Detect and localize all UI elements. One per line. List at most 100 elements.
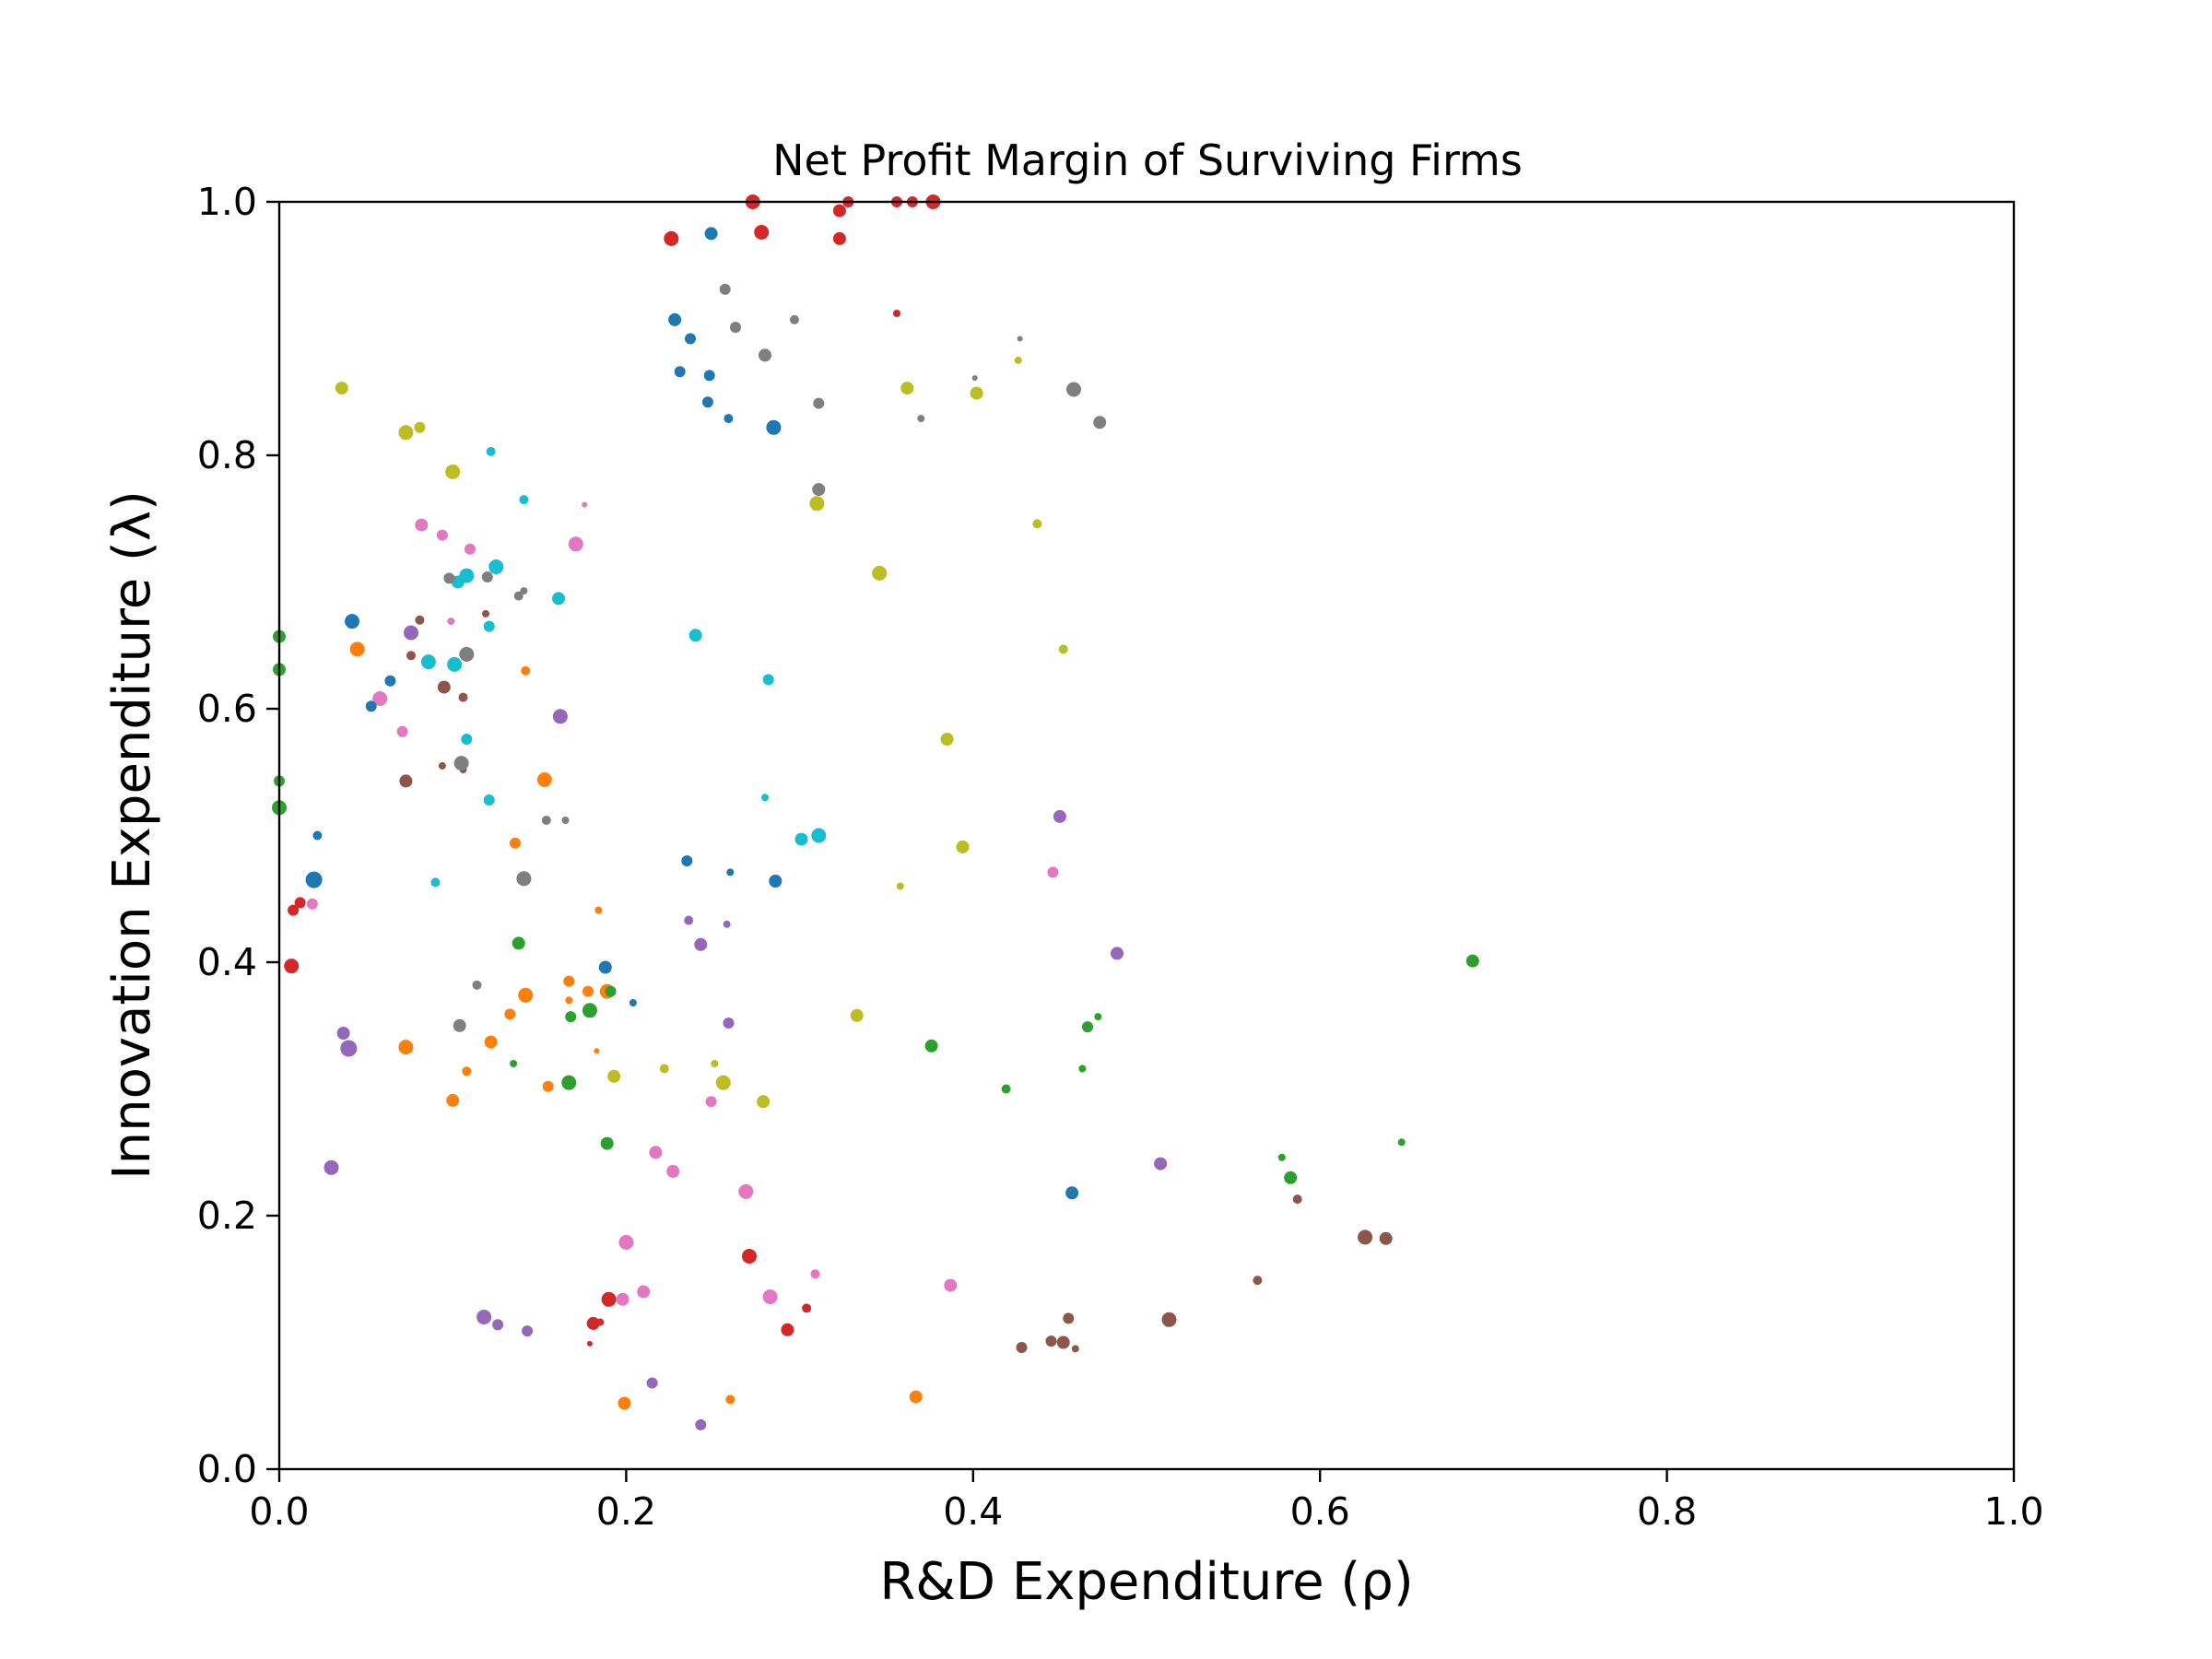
scatter-point-46 (711, 1060, 719, 1067)
scatter-point-136 (1465, 954, 1479, 968)
x-tick-label-0: 0.0 (249, 1489, 309, 1534)
y-axis-label: Innovation Expenditure (λ) (102, 490, 162, 1180)
scatter-point-48 (757, 1095, 771, 1109)
scatter-point-66 (415, 518, 429, 532)
scatter-point-183 (520, 587, 528, 595)
scatter-point-147 (552, 709, 568, 724)
y-tick-label-3: 0.6 (197, 687, 257, 731)
scatter-point-112 (542, 1080, 554, 1092)
scatter-point-179 (1056, 1335, 1070, 1349)
scatter-point-152 (1111, 947, 1124, 960)
y-tick-label-0: 0.0 (197, 1447, 257, 1491)
scatter-point-174 (1253, 1276, 1263, 1286)
scatter-point-113 (446, 1093, 460, 1107)
scatter-point-73 (396, 725, 408, 737)
x-tick-label-5: 1.0 (1983, 1489, 2043, 1534)
scatter-point-31 (970, 386, 983, 400)
scatter-point-32 (1014, 356, 1022, 364)
scatter-point-63 (794, 832, 808, 846)
scatter-point-111 (462, 1066, 472, 1077)
scatter-point-12 (685, 333, 696, 345)
scatter-point-158 (477, 1310, 492, 1324)
scatter-point-137 (288, 904, 300, 916)
scatter-point-23 (917, 415, 925, 423)
scatter-point-62 (761, 794, 769, 802)
scatter-point-79 (618, 1234, 634, 1250)
scatter-point-84 (944, 1278, 958, 1292)
scatter-point-33 (1032, 519, 1042, 529)
scatter-point-96 (1065, 1186, 1079, 1200)
scatter-point-56 (420, 654, 436, 670)
scatter-point-101 (594, 906, 603, 914)
scatter-point-10 (704, 227, 718, 241)
scatter-point-19 (730, 322, 741, 334)
scatter-point-98 (521, 665, 531, 676)
scatter-point-162 (695, 1418, 707, 1430)
scatter-point-67 (436, 529, 448, 541)
scatter-point-40 (335, 382, 348, 395)
scatter-point-70 (582, 501, 588, 508)
scatter-point-95 (629, 999, 637, 1006)
scatter-point-106 (565, 996, 573, 1005)
scatter-point-43 (445, 464, 461, 479)
scatter-point-29 (809, 496, 825, 512)
scatter-point-14 (703, 370, 715, 382)
scatter-point-157 (1154, 1157, 1168, 1171)
scatter-point-102 (563, 975, 575, 987)
scatter-point-167 (399, 774, 413, 788)
scatter-point-60 (688, 629, 702, 642)
scatter-point-109 (398, 1040, 414, 1055)
scatter-point-178 (1045, 1335, 1057, 1347)
scatter-point-143 (586, 1316, 600, 1330)
scatter-point-138 (294, 897, 306, 909)
scatter-point-146 (586, 1340, 593, 1347)
scatter-point-168 (438, 761, 446, 770)
scatter-point-20 (790, 314, 799, 324)
scatter-point-121 (512, 936, 525, 950)
scatter-point-145 (781, 1323, 794, 1336)
scatter-point-176 (1063, 1312, 1075, 1324)
scatter-point-171 (1358, 1230, 1373, 1245)
scatter-point-28 (812, 483, 826, 497)
x-axis: 0.0 0.2 0.4 0.6 0.8 1.0 (249, 1469, 2044, 1534)
scatter-point-41 (398, 425, 414, 441)
scatter-point-128 (924, 1039, 938, 1053)
scatter-point-94 (598, 960, 612, 974)
scatter-point-25 (971, 375, 978, 382)
plot-area-frame (277, 200, 2016, 1471)
scatter-point-83 (810, 1269, 820, 1279)
scatter-point-54 (552, 592, 565, 606)
scatter-point-108 (484, 1035, 498, 1049)
scatter-point-115 (725, 1394, 735, 1405)
scatter-point-125 (510, 1060, 518, 1067)
scatter-point-59 (483, 794, 495, 806)
scatter-point-131 (1082, 1021, 1093, 1033)
x-axis-label: R&D Expenditure (ρ) (879, 1552, 1413, 1612)
scatter-point-3 (832, 204, 846, 218)
scatter-point-150 (723, 920, 731, 928)
scatter-point-24 (1017, 335, 1023, 342)
scatter-point-11 (668, 312, 682, 326)
scatter-point-39 (850, 1008, 864, 1022)
scatter-point-0 (664, 230, 679, 246)
scatter-point-166 (458, 692, 468, 702)
scatter-point-130 (1078, 1065, 1087, 1073)
scatter-point-140 (742, 1249, 757, 1264)
scatter-point-151 (694, 937, 708, 951)
scatter-point-75 (1047, 866, 1059, 878)
scatter-point-100 (510, 837, 521, 849)
scatter-point-91 (681, 855, 693, 866)
scatter-point-97 (349, 641, 365, 657)
scatter-point-89 (312, 830, 323, 841)
scatter-point-114 (618, 1396, 631, 1410)
chart-title: Net Profit Margin of Surviving Firms (772, 135, 1523, 185)
scatter-point-144 (596, 1318, 605, 1326)
scatter-point-122 (605, 985, 617, 997)
scatter-point-18 (719, 283, 731, 295)
scatter-points (272, 194, 1479, 1430)
scatter-point-72 (372, 691, 388, 706)
scatter-point-86 (345, 614, 359, 629)
scatter-point-156 (324, 1159, 339, 1175)
scatter-point-27 (1093, 416, 1107, 429)
scatter-point-165 (437, 680, 451, 694)
